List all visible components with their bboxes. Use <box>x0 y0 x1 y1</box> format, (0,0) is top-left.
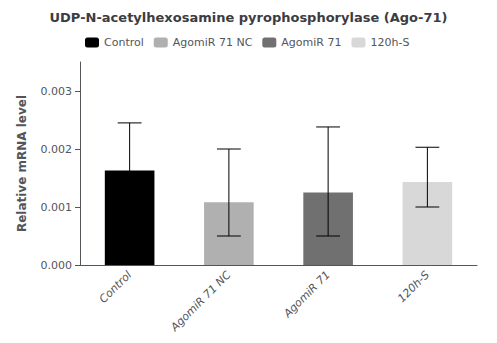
svg-text:AgomiR 71 NC: AgomiR 71 NC <box>167 268 233 334</box>
svg-text:Relative mRNA level: Relative mRNA level <box>15 95 29 232</box>
svg-text:Control: Control <box>104 36 144 49</box>
svg-text:120h-S: 120h-S <box>370 36 409 49</box>
svg-text:120h-S: 120h-S <box>395 268 432 305</box>
svg-text:0.002: 0.002 <box>41 143 73 156</box>
svg-text:0.003: 0.003 <box>41 85 73 98</box>
svg-text:0.000: 0.000 <box>41 259 73 272</box>
svg-text:AgomiR 71 NC: AgomiR 71 NC <box>173 36 253 49</box>
svg-text:AgomiR 71: AgomiR 71 <box>280 268 332 320</box>
svg-text:Control: Control <box>97 268 134 305</box>
svg-text:UDP-N-acetylhexosamine pyropho: UDP-N-acetylhexosamine pyrophosphorylase… <box>50 10 448 25</box>
svg-text:0.001: 0.001 <box>41 201 73 214</box>
svg-text:AgomiR 71: AgomiR 71 <box>281 36 341 49</box>
